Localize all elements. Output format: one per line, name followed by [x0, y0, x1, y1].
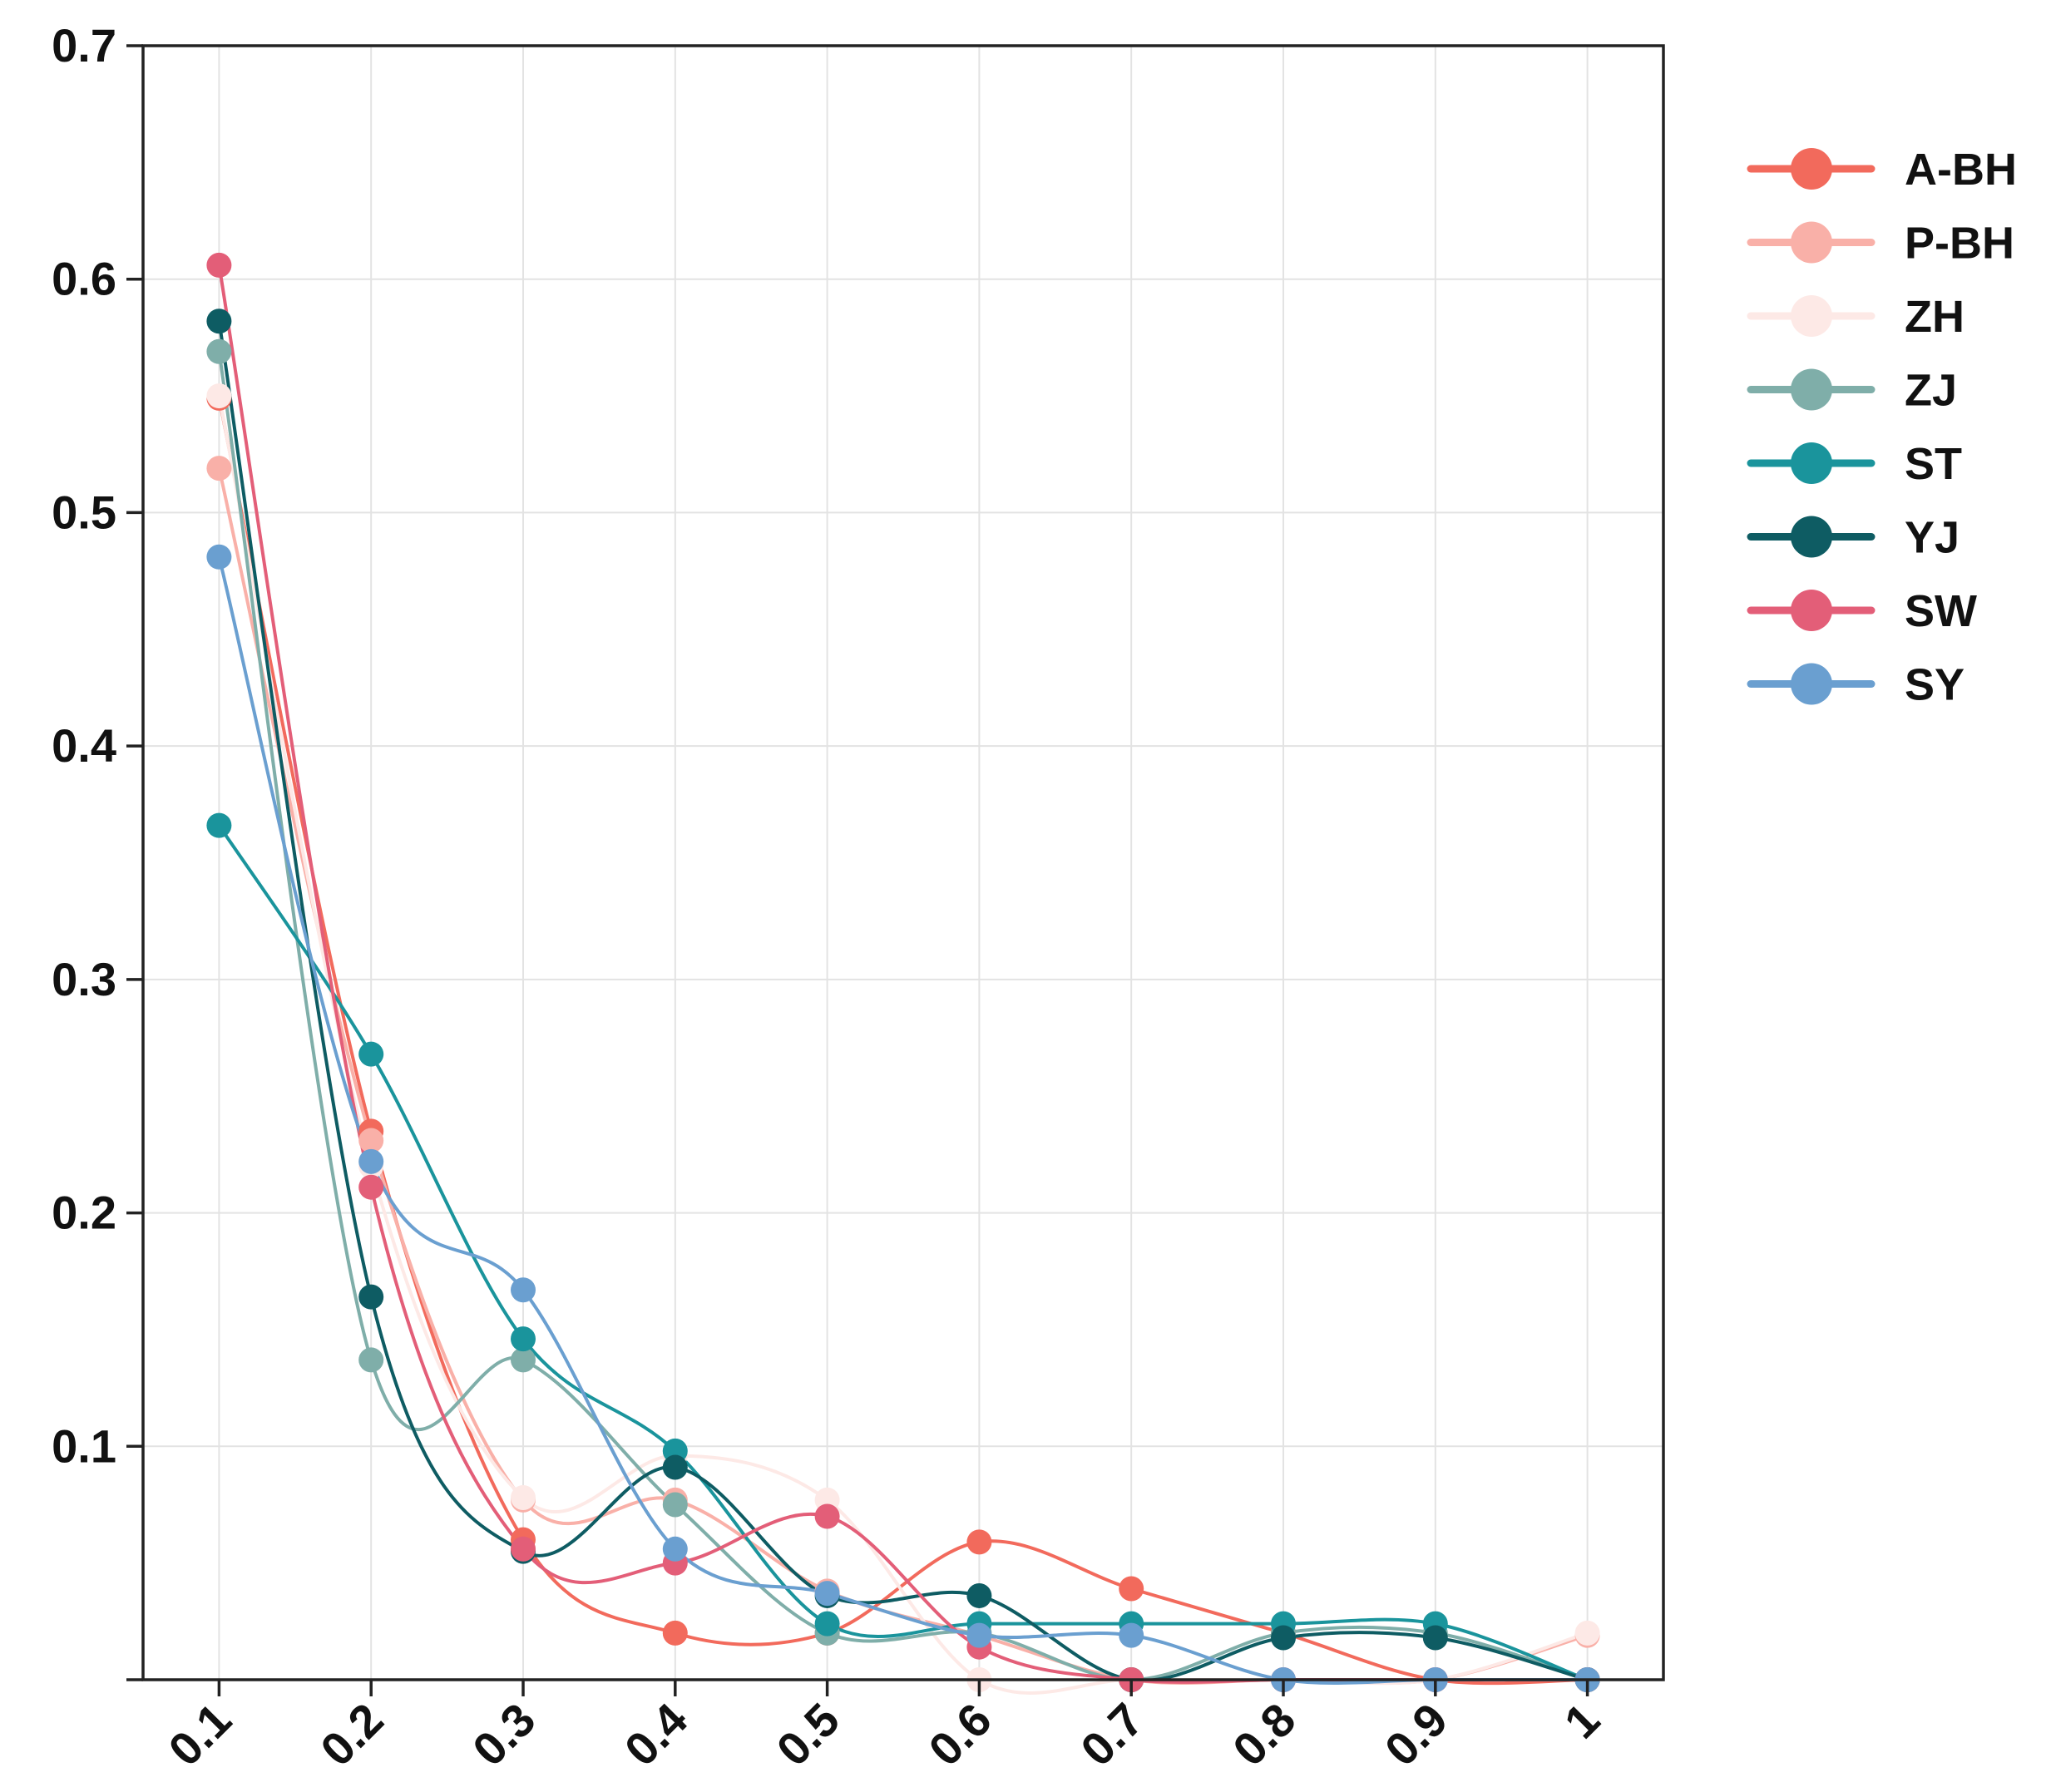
series-line-p-bh	[217, 467, 1589, 1685]
series-points-sy	[206, 544, 1600, 1692]
legend-item-sy: SY	[1747, 660, 1965, 710]
legend-item-yj: YJ	[1747, 513, 1960, 563]
series-line-sw	[217, 263, 1589, 1684]
legend-label: SY	[1905, 660, 1965, 710]
data-point-p-bh	[206, 456, 232, 481]
plot-frame	[141, 44, 1665, 1681]
x-tick-label: 0.5	[766, 1693, 849, 1776]
y-tick-label: 0.6	[52, 253, 116, 305]
series-points-p-bh	[206, 456, 1600, 1692]
data-point-zj	[511, 1347, 536, 1373]
legend-label: ZH	[1905, 292, 1965, 342]
series-line-sy	[217, 555, 1589, 1685]
x-tick-label: 0.6	[918, 1693, 1001, 1776]
grid	[143, 45, 1663, 1680]
x-tick-label: 0.1	[158, 1693, 241, 1776]
x-tick-label: 0.4	[615, 1693, 698, 1776]
x-tick-label: 0.3	[462, 1693, 546, 1776]
x-tick-label: 0.7	[1070, 1693, 1154, 1776]
series-points-a-bh	[206, 385, 1600, 1692]
legend-swatch-marker	[1791, 590, 1832, 631]
y-axis-ticks: 0.1 0.2 0.3 0.4 0.5 0.6 0.7	[52, 19, 143, 1681]
series-points	[206, 252, 1600, 1692]
legend: A-BH P-BH ZH ZJ ST YJ SW SY	[1747, 145, 2017, 710]
data-point-sy	[358, 1148, 384, 1174]
y-tick-label: 0.7	[52, 19, 116, 72]
legend-item-st: ST	[1747, 439, 1962, 489]
x-axis-ticks: 0.1 0.2 0.3 0.4 0.5 0.6 0.7 0.8 0.9 1	[158, 1680, 1609, 1776]
y-tick-label: 0.3	[52, 953, 116, 1005]
legend-label: YJ	[1905, 513, 1960, 563]
data-point-sw	[358, 1174, 384, 1200]
data-point-zh	[1574, 1620, 1600, 1646]
data-point-sy	[1119, 1622, 1144, 1648]
legend-label: A-BH	[1905, 145, 2017, 195]
data-point-sy	[966, 1622, 992, 1648]
data-point-yj	[206, 309, 232, 334]
data-point-yj	[966, 1582, 992, 1608]
data-point-zj	[206, 338, 232, 364]
legend-label: ZJ	[1905, 366, 1957, 416]
data-point-sy	[206, 544, 232, 570]
legend-swatch-marker	[1791, 368, 1832, 411]
legend-swatch-marker	[1791, 221, 1832, 264]
legend-item-a-bh: A-BH	[1747, 145, 2017, 195]
legend-swatch-marker	[1791, 516, 1832, 558]
legend-item-zj: ZJ	[1747, 366, 1957, 416]
data-point-yj	[662, 1454, 688, 1480]
y-tick-label: 0.1	[52, 1419, 116, 1472]
series-points-yj	[206, 309, 1600, 1692]
legend-swatch-marker	[1791, 663, 1832, 705]
data-point-a-bh	[966, 1529, 992, 1555]
legend-item-sw: SW	[1747, 586, 1977, 636]
data-point-sw	[511, 1536, 536, 1562]
series-line-zj	[217, 349, 1589, 1681]
y-tick-label: 0.5	[52, 486, 116, 538]
x-tick-label: 0.8	[1223, 1693, 1306, 1776]
data-point-a-bh	[662, 1620, 688, 1646]
data-point-zj	[358, 1347, 384, 1373]
legend-label: ST	[1905, 439, 1962, 489]
legend-swatch-marker	[1791, 148, 1832, 190]
legend-swatch-marker	[1791, 295, 1832, 337]
data-point-zh	[511, 1485, 536, 1511]
data-point-a-bh	[1119, 1576, 1144, 1602]
data-point-sy	[814, 1581, 840, 1607]
legend-label: SW	[1905, 586, 1977, 636]
data-point-sy	[662, 1536, 688, 1562]
data-point-yj	[358, 1284, 384, 1310]
series-points-zj	[206, 338, 1600, 1692]
y-tick-label: 0.2	[52, 1187, 116, 1239]
series-points-zh	[206, 383, 1600, 1692]
legend-item-zh: ZH	[1747, 292, 1965, 342]
data-point-zj	[662, 1492, 688, 1518]
data-point-yj	[1422, 1625, 1448, 1651]
data-point-sw	[206, 252, 232, 278]
series-line-yj	[217, 319, 1589, 1682]
data-point-st	[358, 1041, 384, 1067]
x-tick-label: 1	[1554, 1693, 1610, 1749]
legend-label: P-BH	[1905, 219, 2014, 269]
x-tick-label: 0.9	[1375, 1693, 1458, 1776]
series-line-a-bh	[217, 396, 1589, 1686]
x-tick-label: 0.2	[310, 1693, 393, 1776]
legend-swatch-marker	[1791, 442, 1832, 484]
data-point-st	[206, 812, 232, 838]
data-point-sw	[814, 1503, 840, 1529]
series-points-st	[206, 812, 1600, 1692]
data-point-st	[814, 1611, 840, 1636]
series-line-zh	[217, 394, 1589, 1696]
data-point-st	[511, 1326, 536, 1352]
data-point-sy	[511, 1277, 536, 1303]
axes	[141, 44, 1665, 1681]
series-line-st	[217, 823, 1589, 1681]
data-point-p-bh	[358, 1128, 384, 1153]
legend-item-p-bh: P-BH	[1747, 219, 2014, 269]
data-point-zh	[206, 383, 232, 409]
series-points-sw	[206, 252, 1600, 1692]
y-tick-label: 0.4	[52, 719, 116, 772]
data-point-yj	[1271, 1625, 1296, 1651]
